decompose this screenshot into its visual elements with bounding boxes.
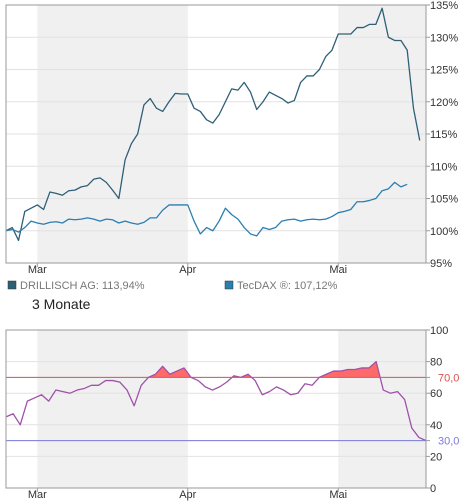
price-y-tick-label: 135%	[430, 0, 458, 12]
rsi-reference-label-30: 30,0	[438, 436, 459, 448]
period-label: 3 Monate	[32, 296, 91, 312]
price-x-tick-label: Mai	[329, 264, 347, 276]
series-line-drillisch	[5, 7, 421, 242]
rsi-x-tick-label: Mar	[28, 489, 47, 501]
price-x-tick-label: Apr	[179, 264, 196, 276]
price-y-tick-label: 95%	[430, 258, 452, 270]
legend-swatch-tecdax	[224, 280, 234, 290]
price-y-tick-label: 105%	[430, 194, 458, 206]
legend-swatch-drillisch	[7, 280, 17, 290]
rsi-reference-label-70: 70,0	[438, 372, 459, 384]
rsi-chart: 70,0 30,0 0 20 40 60 80 100 Mar Apr Mai	[5, 325, 459, 501]
rsi-y-tick-label: 60	[430, 388, 442, 400]
rsi-line	[5, 360, 427, 442]
rsi-y-tick-label: 80	[430, 357, 442, 369]
rsi-shaded-band	[37, 330, 188, 488]
series-line-tecdax	[5, 181, 408, 237]
rsi-plot-frame	[5, 329, 427, 489]
rsi-x-tick-label: Apr	[179, 489, 196, 501]
price-y-tick-label: 115%	[430, 129, 458, 141]
rsi-y-tick-label: 20	[430, 451, 442, 463]
price-x-tick-label: Mar	[28, 264, 47, 276]
price-y-tick-label: 120%	[430, 97, 458, 109]
price-y-tick-label: 100%	[430, 226, 458, 238]
legend-label-tecdax: TecDAX ®: 107,12%	[237, 280, 338, 292]
rsi-overbought-area	[148, 366, 252, 378]
rsi-x-tick-label: Mai	[329, 489, 347, 501]
price-y-tick-label: 110%	[430, 161, 458, 173]
price-y-tick-label: 125%	[430, 65, 458, 77]
rsi-y-tick-label: 100	[430, 325, 448, 337]
price-y-tick-label: 130%	[430, 32, 458, 44]
legend-label-drillisch: DRILLISCH AG: 113,94%	[20, 280, 145, 292]
price-chart: 95% 100% 105% 110% 115% 120% 125% 130% 135% Mar A…	[5, 0, 458, 276]
legend: DRILLISCH AG: 113,94% TecDAX ®: 107,12%	[7, 280, 338, 292]
rsi-shaded-band	[338, 330, 426, 488]
rsi-y-tick-label: 0	[430, 483, 436, 495]
rsi-y-tick-label: 40	[430, 420, 442, 432]
